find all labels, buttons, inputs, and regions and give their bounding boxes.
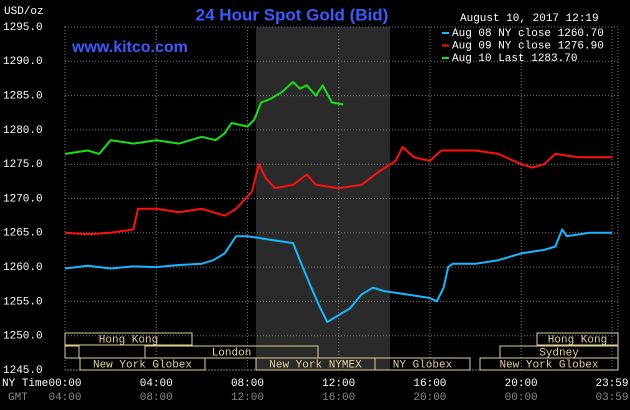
y-tick-label: 1285.0	[3, 91, 43, 103]
y-tick-label: 1245.0	[3, 365, 43, 377]
y-tick-label: 1270.0	[3, 193, 43, 205]
y-tick-label: 1275.0	[3, 159, 43, 171]
x-tick-label: 08:00	[231, 378, 264, 390]
legend-label: Aug 08 NY close 1260.70	[452, 28, 604, 40]
session-box	[144, 345, 319, 359]
session-label: London	[212, 347, 252, 359]
chart-title: 24 Hour Spot Gold (Bid)	[196, 5, 389, 24]
session-label: Sydney	[539, 347, 579, 359]
session-label: New York NYMEX	[269, 359, 362, 371]
session-box	[79, 357, 206, 371]
session-box	[479, 357, 619, 371]
session-box	[64, 345, 80, 359]
x2-tick-label: 03:59	[595, 392, 628, 404]
x-axis-label: NY Time	[2, 378, 48, 390]
y-tick-label: 1295.0	[3, 22, 43, 34]
session-box	[536, 332, 619, 346]
y-tick-label: 1280.0	[3, 125, 43, 137]
x-tick-label: 04:00	[140, 378, 173, 390]
legend-label: Aug 09 NY close 1276.90	[452, 40, 604, 52]
x2-tick-label: 16:00	[322, 392, 355, 404]
y-tick-label: 1260.0	[3, 262, 43, 274]
x-tick-label: 23:59	[595, 378, 628, 390]
x2-tick-label: 20:00	[413, 392, 446, 404]
y-axis-label: USD/oz	[4, 6, 44, 18]
session-label: NY Globex	[393, 359, 453, 371]
y-tick-label: 1250.0	[3, 331, 43, 343]
x-tick-label: 12:00	[322, 378, 355, 390]
subtitle: www.kitco.com	[71, 39, 188, 56]
session-label: Hong Kong	[99, 334, 158, 346]
legend-label: Aug 10 Last 1283.70	[452, 53, 577, 65]
session-label: New York Globex	[499, 359, 598, 371]
timestamp: August 10, 2017 12:19	[460, 13, 599, 25]
price-line	[64, 80, 344, 155]
x2-tick-label: 00:00	[505, 392, 538, 404]
y-tick-label: 1265.0	[3, 228, 43, 240]
x2-tick-label: 12:00	[231, 392, 264, 404]
x-tick-label: 16:00	[413, 378, 446, 390]
session-box	[64, 332, 193, 346]
x2-tick-label: 08:00	[140, 392, 173, 404]
x2-axis-label: GMT	[8, 392, 28, 404]
x-tick-label: 00:00	[48, 378, 81, 390]
y-tick-label: 1255.0	[3, 296, 43, 308]
session-label: Hong Kong	[548, 334, 607, 346]
session-box	[374, 357, 471, 371]
x-tick-label: 20:00	[505, 378, 538, 390]
price-line	[64, 146, 612, 236]
x2-tick-label: 04:00	[48, 392, 81, 404]
y-tick-label: 1290.0	[3, 56, 43, 68]
session-label: New York Globex	[93, 359, 192, 371]
price-line	[64, 228, 612, 323]
